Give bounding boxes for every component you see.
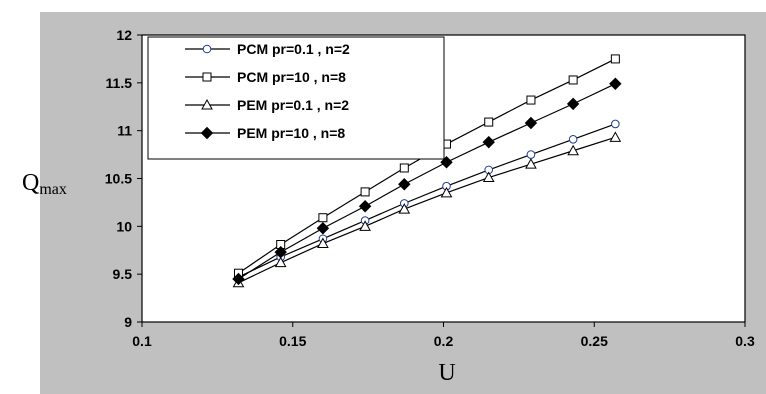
- data-point: [566, 97, 580, 111]
- legend-label: PCM pr=0.1 , n=2: [237, 41, 350, 57]
- y-axis-ticks: 9 9.5 10 10.5 11 11.5 12: [105, 27, 142, 330]
- legend-label: PEM pr=10 , n=8: [237, 125, 345, 141]
- legend-marker: [202, 72, 212, 82]
- y-axis-label-subscript: max: [39, 181, 67, 198]
- data-point: [318, 213, 328, 223]
- data-point: [398, 178, 411, 191]
- x-tick-label: 0.15: [279, 333, 306, 349]
- data-point: [317, 237, 329, 249]
- y-tick-label: 11: [117, 123, 132, 139]
- legend-label: PEM pr=0.1 , n=2: [237, 97, 349, 113]
- data-point: [609, 77, 622, 90]
- x-tick-label: 0.3: [735, 333, 755, 349]
- data-point: [484, 117, 494, 127]
- y-axis-label: Qmax: [22, 170, 67, 198]
- data-point: [440, 186, 453, 198]
- data-point: [611, 119, 620, 129]
- y-tick-label: 10: [116, 218, 132, 234]
- data-point: [359, 220, 371, 231]
- data-point: [316, 222, 330, 235]
- series-line: [238, 123, 616, 278]
- legend-item: PEM pr=10 , n=8: [185, 125, 345, 141]
- y-tick-label: 11.5: [106, 75, 133, 91]
- series-line: [238, 83, 616, 280]
- legend-marker: [201, 98, 213, 110]
- y-axis-label-main: Q: [22, 170, 39, 196]
- x-tick-label: 0.1: [132, 333, 152, 349]
- legend-marker: [200, 126, 214, 140]
- data-point: [358, 200, 372, 213]
- data-point: [360, 187, 370, 197]
- y-tick-label: 10.5: [105, 171, 132, 187]
- x-axis-ticks: 0.1 0.15 0.2 0.25 0.3: [132, 322, 755, 349]
- y-tick-label: 9: [124, 314, 132, 330]
- data-point: [610, 54, 620, 64]
- legend-label: PCM pr=10 , n=8: [237, 69, 346, 85]
- x-axis-label: U: [438, 360, 455, 386]
- x-tick-label: 0.2: [434, 333, 454, 349]
- legend-box: [147, 36, 445, 160]
- data-point: [525, 158, 537, 169]
- data-point: [482, 135, 495, 149]
- data-point: [526, 95, 536, 105]
- legend-item: PCM pr=0.1 , n=2: [185, 41, 350, 57]
- legend: PCM pr=0.1 , n=2 PCM pr=10 , n=8 PEM pr=0.…: [147, 36, 445, 160]
- data-point: [609, 131, 622, 142]
- legend-marker: [202, 44, 212, 54]
- data-point: [567, 144, 579, 156]
- data-point: [568, 75, 578, 85]
- y-tick-label: 9.5: [113, 266, 133, 282]
- data-point: [232, 272, 245, 286]
- data-point: [398, 203, 411, 214]
- data-point: [568, 134, 578, 144]
- series-layer: [232, 54, 622, 288]
- data-point: [524, 116, 538, 130]
- series-line: [238, 136, 616, 284]
- legend-item: PCM pr=10 , n=8: [185, 69, 346, 85]
- data-point: [482, 171, 495, 183]
- y-tick-label: 12: [116, 27, 132, 43]
- data-point: [526, 150, 536, 159]
- data-point: [274, 245, 287, 259]
- data-point: [274, 256, 287, 268]
- series-4: [232, 77, 622, 286]
- data-point: [399, 163, 409, 173]
- legend-item: PEM pr=0.1 , n=2: [185, 97, 349, 113]
- x-tick-label: 0.25: [581, 333, 608, 349]
- series-3: [232, 131, 622, 288]
